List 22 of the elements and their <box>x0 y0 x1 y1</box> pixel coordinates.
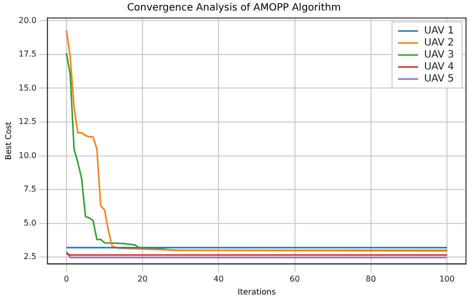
x-tick-label: 100 <box>439 274 455 284</box>
y-tick-label: 7.5 <box>24 184 36 194</box>
chart-title: Convergence Analysis of AMOPP Algorithm <box>127 2 341 14</box>
y-tick-label: 10.0 <box>18 150 36 160</box>
y-axis-title: Best Cost <box>4 122 13 160</box>
x-tick-label: 0 <box>64 274 69 284</box>
y-tick-label: 12.5 <box>18 117 36 126</box>
x-tick-label: 60 <box>290 274 300 284</box>
x-axis-title: Iterations <box>238 287 276 296</box>
x-tick-label: 20 <box>137 274 148 284</box>
x-tick-label: 80 <box>366 274 376 284</box>
legend-label: UAV 4 <box>424 62 454 73</box>
legend-label: UAV 5 <box>424 74 454 85</box>
legend-label: UAV 1 <box>424 26 454 37</box>
legend-label: UAV 3 <box>424 50 454 61</box>
y-tick-label: 15.0 <box>18 83 36 92</box>
legend-label: UAV 2 <box>424 38 454 49</box>
y-tick-label: 5.0 <box>24 218 36 228</box>
y-tick-label: 20.0 <box>18 16 36 25</box>
y-tick-label: 17.5 <box>18 50 36 59</box>
y-tick-label: 2.5 <box>24 252 36 262</box>
x-tick-label: 40 <box>214 274 224 284</box>
